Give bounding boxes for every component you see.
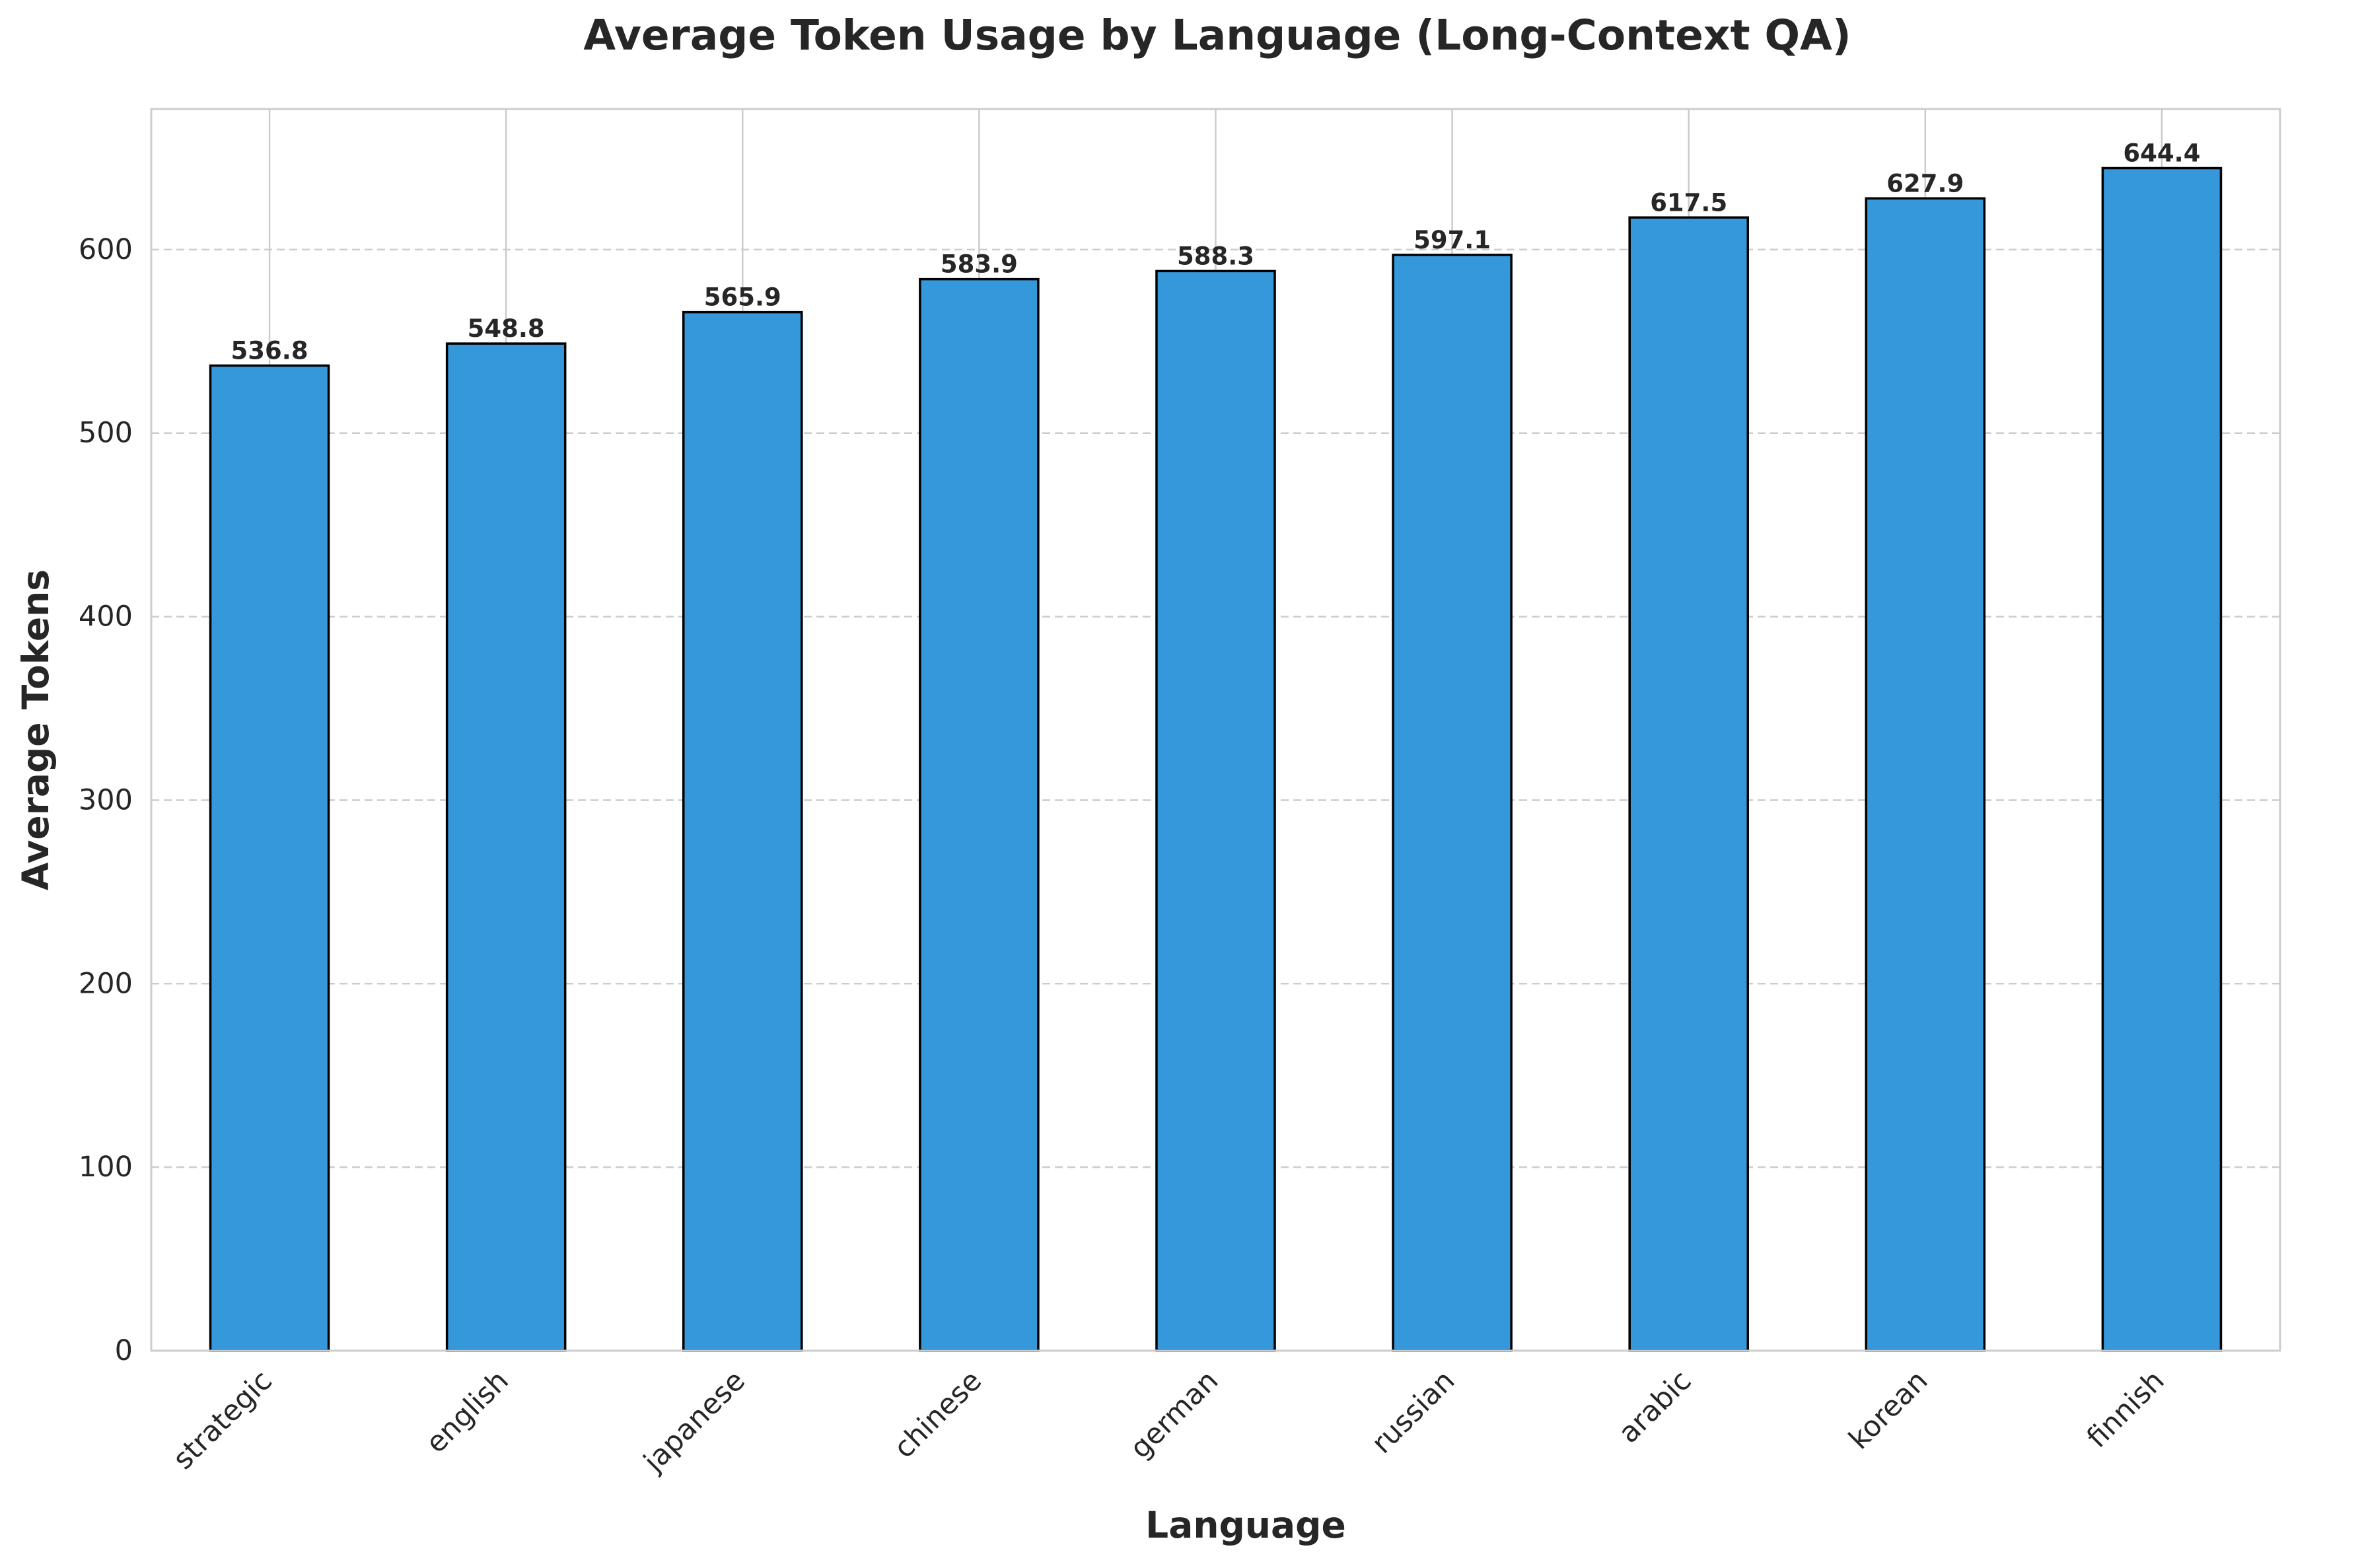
y-tick-label: 400 <box>79 600 133 633</box>
plot-frame <box>150 108 2281 1352</box>
x-axis-ticks: strategic english japanese chinese german rus… <box>166 1364 2170 1479</box>
bar <box>1392 254 1513 1352</box>
x-axis-label: Language <box>1145 1504 1346 1546</box>
bar-value-label: 597.1 <box>1413 226 1491 254</box>
x-tick-label: english <box>419 1364 515 1460</box>
bar <box>2101 166 2223 1352</box>
bar-value-label: 548.8 <box>468 314 545 343</box>
y-tick-label: 600 <box>79 233 133 266</box>
x-tick-label: russian <box>1365 1364 1461 1460</box>
bar-value-label: 565.9 <box>704 283 781 312</box>
y-tick-label: 200 <box>79 967 133 1000</box>
y-axis-label: Average Tokens <box>15 569 57 890</box>
bar-value-label: 627.9 <box>1886 169 1964 197</box>
x-tick-label: japanese <box>637 1364 752 1479</box>
bars <box>209 166 2223 1352</box>
y-tick-label: 300 <box>79 783 133 816</box>
y-axis-ticks: 0 100 200 300 400 500 600 <box>79 233 133 1367</box>
x-tick-label: chinese <box>888 1364 988 1464</box>
bar-value-label: 644.4 <box>2123 139 2200 168</box>
x-tick-label: german <box>1124 1364 1225 1465</box>
bar-value-label: 617.5 <box>1650 188 1727 217</box>
bar <box>1628 216 1749 1352</box>
bar <box>1865 197 1986 1352</box>
y-tick-label: 0 <box>115 1334 133 1367</box>
bar-value-label: 583.9 <box>941 250 1018 279</box>
value-labels: 536.8 548.8 565.9 583.9 588.3 597.1 617.5 627.9… <box>231 139 2201 365</box>
y-tick-label: 500 <box>79 417 133 450</box>
bar-value-label: 536.8 <box>231 336 308 365</box>
chart-title: Average Token Usage by Language (Long-Co… <box>583 11 1851 59</box>
x-tick-label: strategic <box>166 1364 278 1476</box>
y-tick-label: 100 <box>79 1151 133 1184</box>
x-tick-label: finnish <box>2081 1364 2171 1454</box>
bar <box>682 310 803 1352</box>
bar-value-label: 588.3 <box>1177 242 1254 270</box>
bar <box>445 342 567 1352</box>
bar <box>1155 269 1276 1352</box>
bar <box>209 364 330 1352</box>
bar <box>919 277 1040 1352</box>
x-tick-label: arabic <box>1612 1364 1698 1450</box>
x-tick-label: korean <box>1843 1364 1935 1456</box>
